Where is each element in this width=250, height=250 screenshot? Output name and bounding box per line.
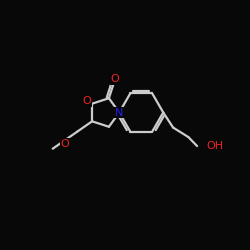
Text: O: O [111, 74, 120, 84]
Text: O: O [60, 139, 69, 149]
Text: OH: OH [206, 141, 224, 151]
Text: O: O [82, 96, 91, 106]
Text: N: N [115, 108, 124, 118]
